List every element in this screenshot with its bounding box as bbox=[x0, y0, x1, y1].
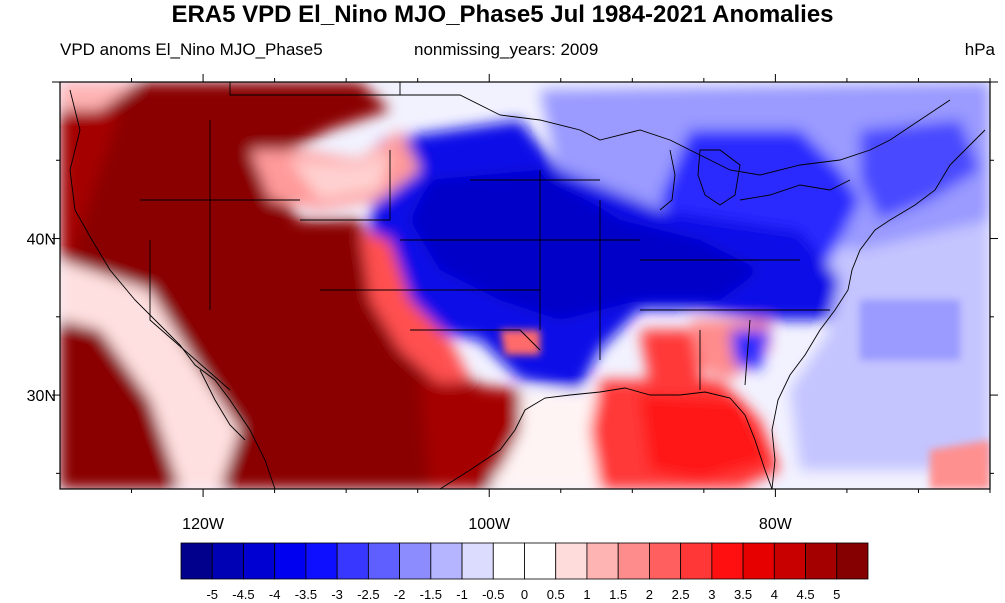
colorbar-swatch bbox=[430, 542, 463, 580]
colorbar-swatch bbox=[243, 542, 276, 580]
map-title: ERA5 VPD El_Nino MJO_Phase5 Jul 1984-202… bbox=[171, 1, 834, 28]
lat-tick-label: 30N bbox=[27, 388, 56, 405]
colorbar-swatch bbox=[680, 542, 713, 580]
colorbar-label: 4.5 bbox=[797, 587, 815, 602]
anomaly-field bbox=[60, 82, 990, 489]
colorbar-swatch bbox=[461, 542, 494, 580]
colorbar-label: -2.5 bbox=[357, 587, 379, 602]
colorbar-swatch bbox=[274, 542, 307, 580]
map-frame bbox=[59, 81, 991, 490]
map-subtitle-left: VPD anoms El_Nino MJO_Phase5 bbox=[60, 40, 323, 59]
colorbar-label: -2 bbox=[394, 587, 406, 602]
colorbar-swatch bbox=[524, 542, 557, 580]
lon-tick-label: 100W bbox=[468, 516, 511, 533]
colorbar-label: -4.5 bbox=[232, 587, 254, 602]
map-subtitle-center: nonmissing_years: 2009 bbox=[414, 40, 599, 59]
colorbar-label: 0.5 bbox=[547, 587, 565, 602]
colorbar-swatch bbox=[711, 542, 744, 580]
colorbar-label: -5 bbox=[206, 587, 218, 602]
colorbar-label: 3 bbox=[708, 587, 715, 602]
colorbar-swatch bbox=[586, 542, 619, 580]
colorbar bbox=[180, 542, 869, 580]
colorbar-label: -1.5 bbox=[420, 587, 442, 602]
colorbar-label: 3.5 bbox=[734, 587, 752, 602]
colorbar-swatch bbox=[336, 542, 369, 580]
colorbar-label: -0.5 bbox=[482, 587, 504, 602]
lat-tick-label: 40N bbox=[27, 232, 56, 249]
colorbar-label: 5 bbox=[833, 587, 840, 602]
colorbar-swatch bbox=[305, 542, 338, 580]
axis-tick-labels: 40N 30N 120W 100W 80W bbox=[27, 232, 793, 533]
colorbar-swatch bbox=[211, 542, 244, 580]
colorbar-swatch bbox=[180, 542, 213, 580]
coastlines bbox=[69, 82, 986, 489]
colorbar-label: -1 bbox=[456, 587, 468, 602]
lon-tick-label: 120W bbox=[182, 516, 225, 533]
colorbar-label: -3.5 bbox=[295, 587, 317, 602]
units-label: hPa bbox=[964, 40, 995, 59]
colorbar-label: 1 bbox=[583, 587, 590, 602]
axis-ticks bbox=[52, 74, 998, 497]
colorbar-swatch bbox=[742, 542, 775, 580]
colorbar-label: -4 bbox=[269, 587, 281, 602]
colorbar-swatch bbox=[492, 542, 525, 580]
colorbar-swatch bbox=[399, 542, 432, 580]
lon-tick-label: 80W bbox=[759, 516, 793, 533]
colorbar-labels: -5 -4.5 -4 -3.5 -3 -2.5 -2 -1.5 -1 -0.5 0 0.5 1 1.5 2 2… bbox=[206, 587, 840, 602]
colorbar-label: 4 bbox=[771, 587, 778, 602]
colorbar-swatch bbox=[367, 542, 400, 580]
colorbar-label: 1.5 bbox=[609, 587, 627, 602]
colorbar-label: 0 bbox=[521, 587, 528, 602]
colorbar-label: -3 bbox=[331, 587, 343, 602]
colorbar-swatch bbox=[773, 542, 806, 580]
colorbar-swatch bbox=[649, 542, 682, 580]
colorbar-swatch bbox=[617, 542, 650, 580]
colorbar-swatch bbox=[555, 542, 588, 580]
colorbar-swatch bbox=[805, 542, 838, 580]
colorbar-swatch bbox=[836, 542, 869, 580]
colorbar-label: 2 bbox=[646, 587, 653, 602]
colorbar-label: 2.5 bbox=[672, 587, 690, 602]
